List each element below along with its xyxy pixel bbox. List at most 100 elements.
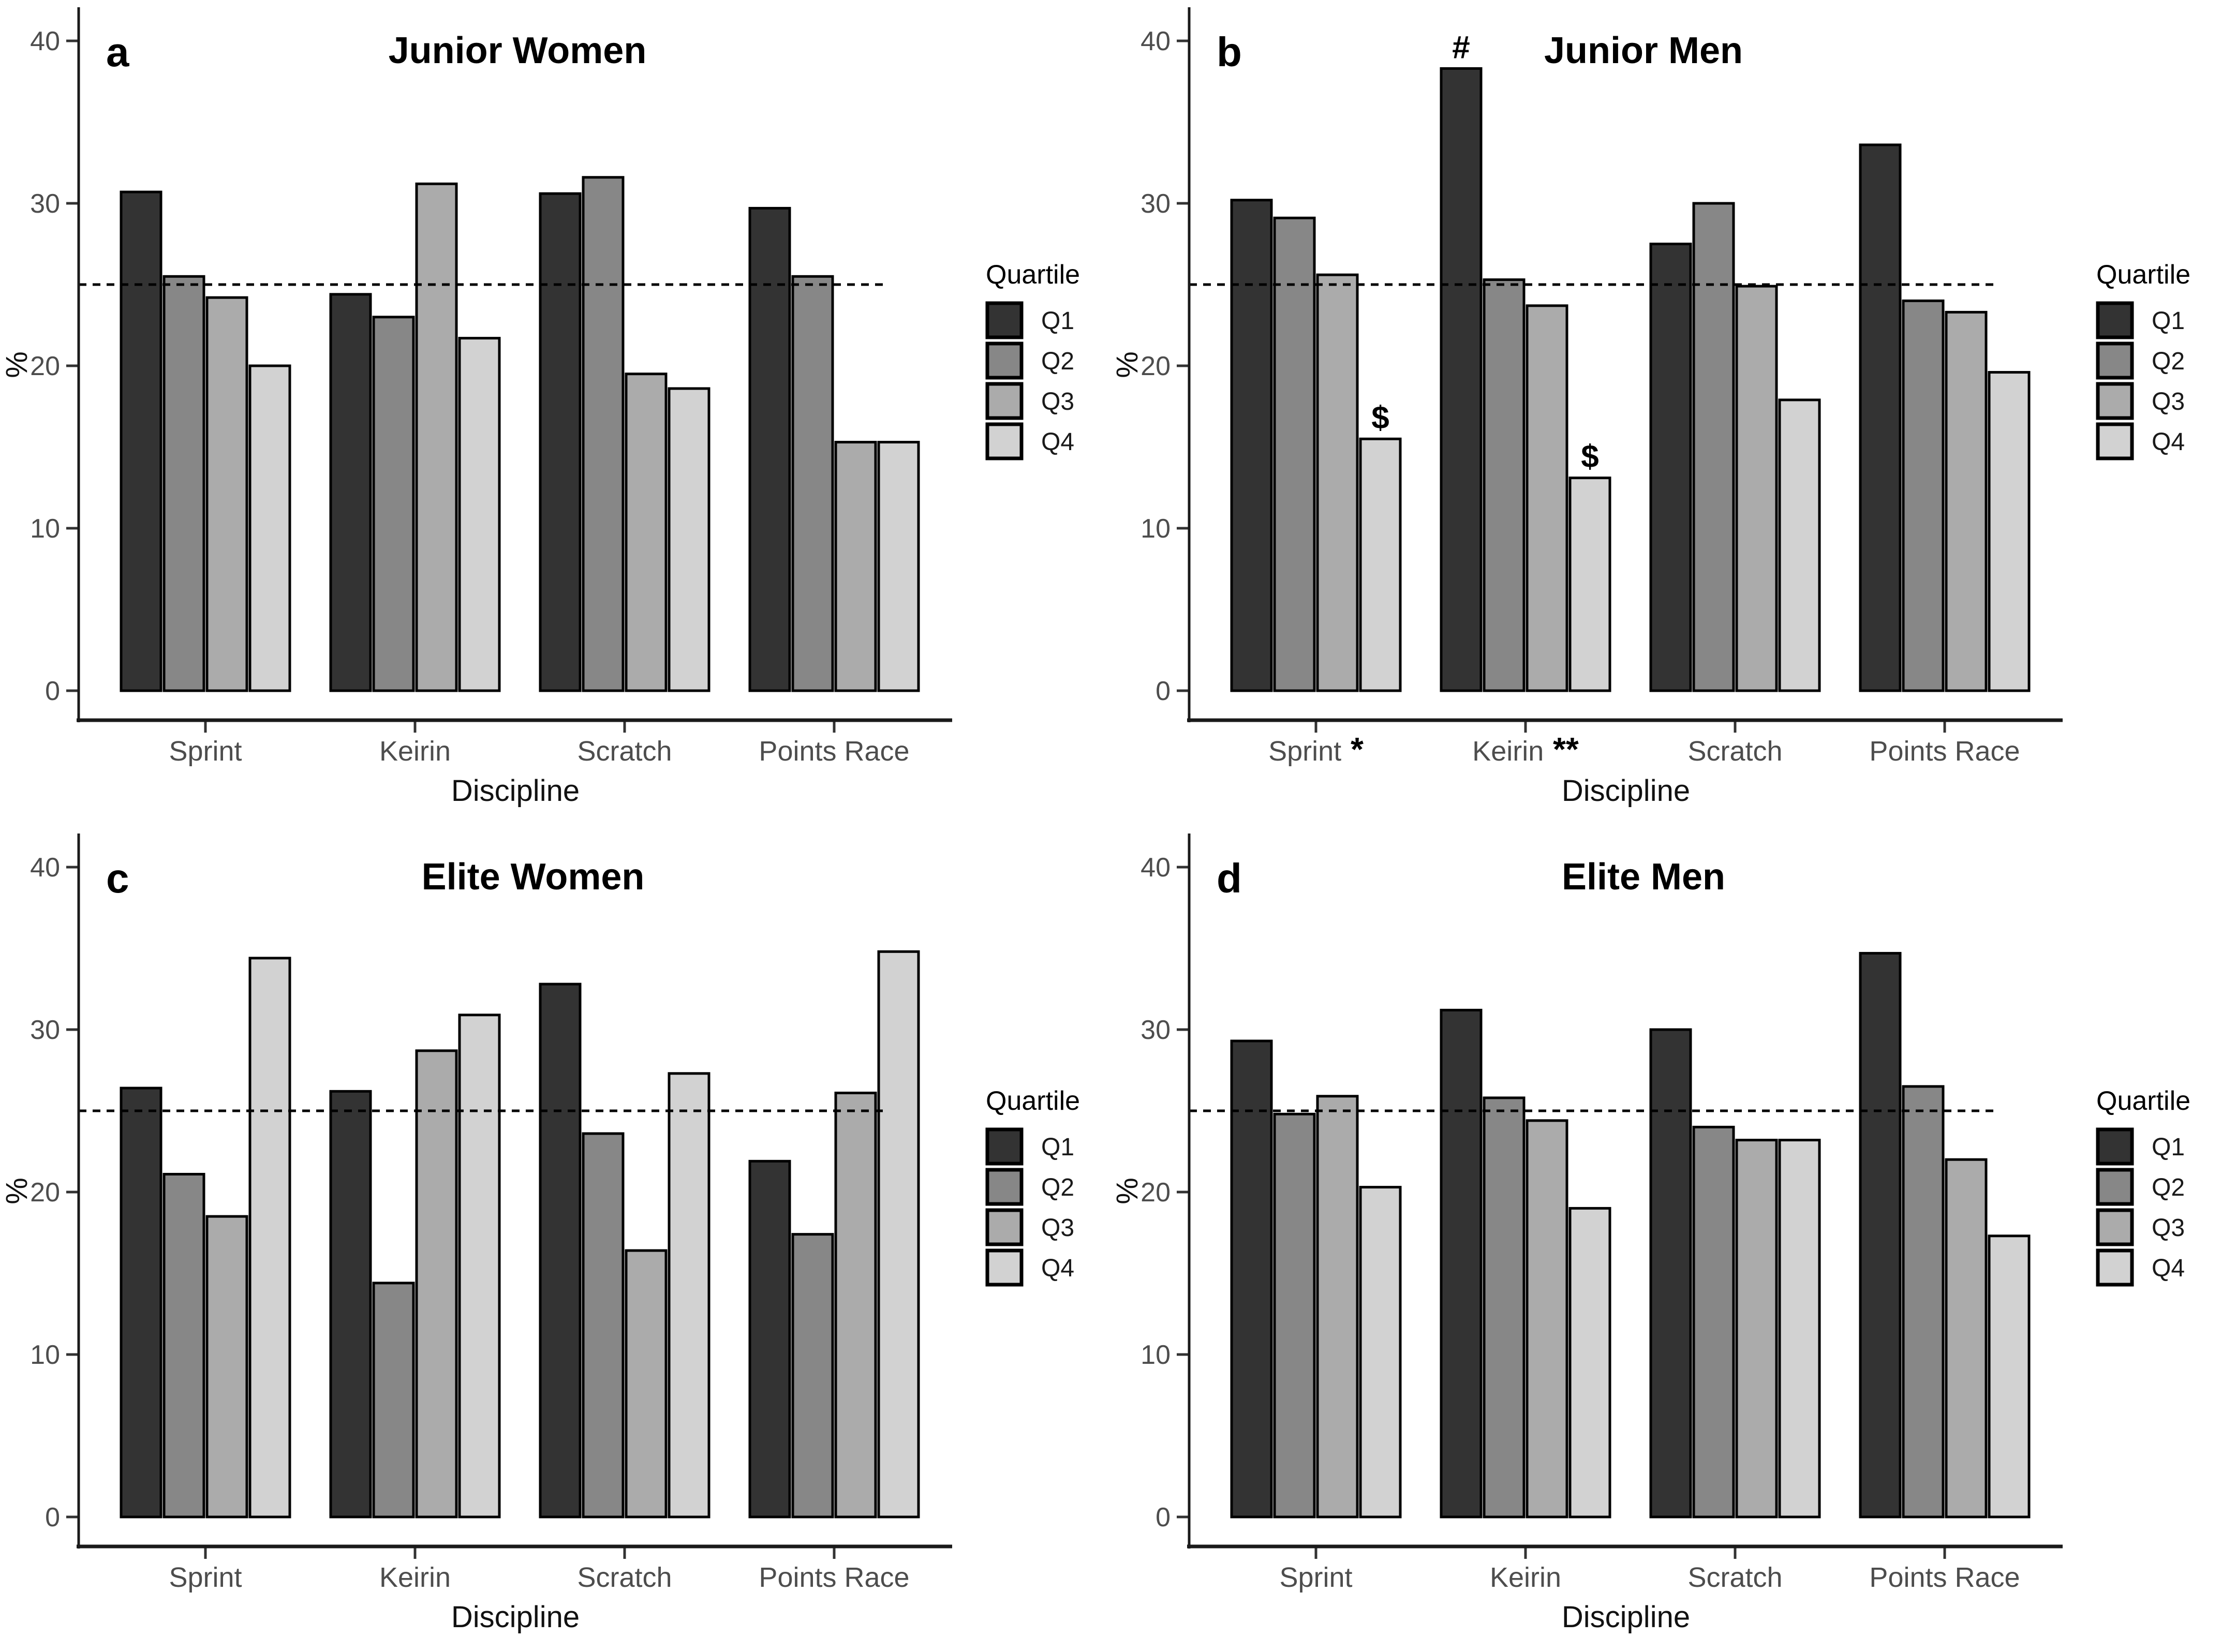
legend: Quartile Q1 Q2 Q3 Q4 — [985, 260, 1080, 460]
legend-swatch-q4 — [985, 1248, 1024, 1287]
x-category-label-points-race: Points Race — [1869, 736, 2020, 767]
bar-d-sprint-q3 — [1316, 1095, 1359, 1519]
legend-label-q4: Q4 — [1041, 428, 1074, 456]
bar-d-keirin-q2 — [1483, 1096, 1526, 1519]
bar-c-sprint-q1 — [120, 1087, 162, 1519]
bar-b-points-race-q1 — [1859, 143, 1902, 692]
legend-swatch-q3 — [985, 1208, 1024, 1246]
panel-elite-women: 0 10 20 30 40 Sprint Keirin Scratch Points Race … — [0, 826, 1110, 1652]
bar-d-points-race-q1 — [1859, 951, 1902, 1519]
legend-swatch-q2 — [985, 1168, 1024, 1206]
legend-swatch-q1 — [985, 301, 1024, 339]
legend-label-q2: Q2 — [2152, 1174, 2185, 1201]
bar-c-scratch-q1 — [539, 983, 582, 1519]
y-tick-label: 30 — [30, 1015, 60, 1045]
plot-area: 0 10 20 30 40 Sprint Keirin Scratch Points Race — [1141, 853, 2031, 1593]
legend-label-q2: Q2 — [1041, 348, 1074, 375]
y-tick-label: 10 — [1141, 1340, 1171, 1370]
legend-swatch-q3 — [2096, 382, 2134, 420]
bar-d-scratch-q1 — [1649, 1028, 1692, 1519]
bar-a-sprint-q1 — [120, 190, 162, 692]
x-category-label-keirin: Keirin — [379, 1562, 451, 1593]
bar-c-keirin-q4 — [458, 1014, 501, 1519]
x-category-label-points-race: Points Race — [759, 1562, 909, 1593]
bar-b-sprint-q4 — [1359, 437, 1402, 692]
bar-c-points-race-q4 — [877, 950, 920, 1519]
bar-b-points-race-q4 — [1988, 371, 2031, 692]
bar-d-points-race-q3 — [1945, 1158, 1988, 1519]
bar-d-sprint-q4 — [1359, 1186, 1402, 1519]
legend-label-q4: Q4 — [1041, 1255, 1074, 1282]
x-axis-label: Discipline — [1562, 774, 1690, 808]
bar-d-scratch-q4 — [1778, 1139, 1821, 1519]
annotation-dollar: $ — [1371, 400, 1389, 436]
y-axis-label: % — [0, 351, 34, 378]
y-axis-label: % — [0, 1178, 34, 1204]
bar-a-keirin-q1 — [329, 293, 372, 692]
y-tick-label: 20 — [1141, 351, 1171, 381]
x-category-label-scratch: Scratch — [1687, 1562, 1782, 1593]
legend-label-q1: Q1 — [1041, 1134, 1074, 1161]
legend-label-q1: Q1 — [2152, 307, 2185, 335]
legend-label-q3: Q3 — [1041, 1214, 1074, 1242]
y-tick-label: 0 — [45, 1502, 60, 1532]
legend-label-q3: Q3 — [1041, 388, 1074, 415]
legend-title: Quartile — [2096, 1086, 2190, 1116]
y-tick-label: 30 — [1141, 189, 1171, 219]
y-tick-label: 40 — [1141, 853, 1171, 883]
x-category-label-sprint: Sprint — [169, 736, 242, 767]
y-axis-label: % — [1110, 351, 1144, 378]
bar-c-scratch-q3 — [625, 1249, 668, 1519]
bar-a-sprint-q2 — [162, 275, 205, 692]
legend-label-q3: Q3 — [2152, 388, 2185, 415]
bar-c-points-race-q1 — [748, 1159, 791, 1519]
x-category-label-scratch: Scratch — [577, 736, 672, 767]
bar-c-sprint-q4 — [248, 957, 291, 1519]
bar-b-keirin-q2 — [1483, 278, 1526, 692]
y-tick-label: 10 — [30, 1340, 60, 1370]
legend-label-q2: Q2 — [1041, 1174, 1074, 1201]
legend-title: Quartile — [986, 260, 1080, 290]
bar-c-scratch-q4 — [668, 1072, 710, 1519]
bar-c-points-race-q2 — [791, 1233, 834, 1519]
y-axis-label: % — [1110, 1178, 1144, 1204]
y-tick-label: 20 — [30, 351, 60, 381]
panel-letter: d — [1217, 855, 1242, 901]
x-category-label-scratch: Scratch — [1687, 736, 1782, 767]
y-tick-label: 10 — [1141, 514, 1171, 544]
bar-a-points-race-q2 — [791, 275, 834, 692]
legend-label-q4: Q4 — [2152, 1255, 2185, 1282]
x-category-label-sprint: Sprint * — [1268, 731, 1364, 768]
bar-a-points-race-q3 — [834, 441, 877, 692]
legend-swatch-q4 — [985, 422, 1024, 460]
panel-letter: b — [1217, 29, 1242, 75]
bar-b-keirin-q3 — [1526, 304, 1568, 692]
bar-d-points-race-q4 — [1988, 1234, 2031, 1519]
panel-b-chart: 0 10 20 30 40 Sprint * Keirin ** Scratch Points … — [1110, 7, 2190, 808]
y-tick-label: 0 — [1156, 676, 1171, 706]
legend-label-q2: Q2 — [2152, 348, 2185, 375]
legend-label-q1: Q1 — [1041, 307, 1074, 335]
x-category-label-keirin: Keirin — [1490, 1562, 1561, 1593]
legend: Quartile Q1 Q2 Q3 Q4 — [2096, 260, 2190, 460]
bar-a-points-race-q1 — [748, 206, 791, 692]
bar-b-keirin-q1 — [1440, 67, 1483, 692]
legend-swatch-q4 — [2096, 1248, 2134, 1287]
bar-a-scratch-q3 — [625, 373, 668, 692]
bar-d-sprint-q1 — [1230, 1039, 1273, 1519]
bar-c-keirin-q3 — [415, 1049, 458, 1519]
bar-d-keirin-q3 — [1526, 1119, 1568, 1519]
legend-label-q4: Q4 — [2152, 428, 2185, 456]
bar-c-keirin-q2 — [372, 1282, 415, 1519]
panel-title: Elite Women — [422, 856, 645, 898]
bar-b-sprint-q2 — [1273, 216, 1316, 692]
x-axis-label: Discipline — [451, 1600, 580, 1634]
y-tick-label: 20 — [30, 1178, 60, 1208]
y-tick-label: 40 — [30, 853, 60, 883]
bar-c-points-race-q3 — [834, 1091, 877, 1519]
y-tick-label: 0 — [45, 676, 60, 706]
legend-title: Quartile — [2096, 260, 2190, 290]
x-category-label-keirin: Keirin — [379, 736, 451, 767]
